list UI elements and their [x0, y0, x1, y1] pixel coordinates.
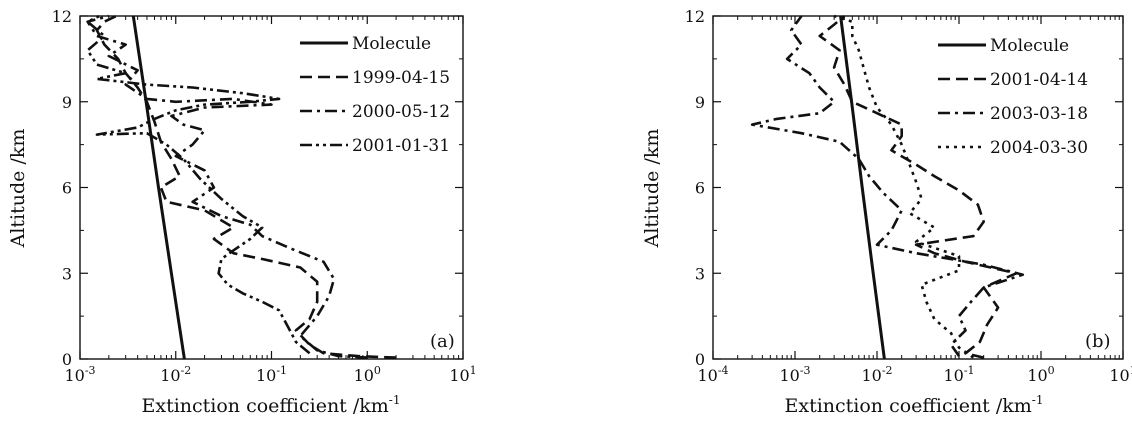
x-tick-label: 10-3: [64, 364, 95, 385]
y-tick-label: 0: [62, 350, 72, 369]
series-line-2001-04-14: [818, 15, 1018, 359]
x-tick-label: 100: [354, 364, 381, 385]
x-axis-ticks-b: 10-4 10-3 10-2 10-1 100 101: [697, 16, 1132, 385]
x-axis-label-b: Extinction coefficient /km-1: [784, 393, 1043, 417]
legend-b: Molecule 2001-04-14 2003-03-18 2004-03-30: [938, 36, 1088, 158]
legend-label: 2004-03-30: [990, 138, 1088, 158]
y-tick-label: 3: [695, 264, 705, 283]
series-line-2001-01-31: [86, 14, 311, 355]
series-line-2000-05-12: [86, 14, 368, 359]
legend-a: Molecule 1999-04-15 2000-05-12 2001-01-31: [300, 34, 450, 156]
legend-label: 2003-03-18: [990, 104, 1088, 124]
y-tick-label: 12: [52, 7, 72, 26]
legend-label: 2001-04-14: [990, 70, 1088, 90]
y-axis-ticks-b: 0 3 6 9 12: [685, 7, 1123, 369]
y-axis-label-a: Altitude /km: [7, 129, 29, 249]
series-line-molecule: [131, 15, 186, 360]
x-axis-ticks-a: 10-3 10-2 10-1 100 101: [64, 16, 477, 385]
series-line-molecule: [839, 15, 886, 360]
legend-label: 1999-04-15: [352, 68, 450, 88]
panel-label-a: (a): [430, 331, 455, 352]
y-tick-label: 6: [695, 179, 705, 198]
y-tick-label: 9: [62, 93, 72, 112]
series-group-b: [750, 14, 1025, 360]
x-tick-label: 10-2: [160, 364, 191, 385]
y-axis-ticks-a: 0 3 6 9 12: [52, 7, 463, 369]
panel-label-b: (b): [1085, 331, 1111, 352]
x-tick-label: 10-2: [861, 364, 892, 385]
x-tick-label: 10-1: [943, 364, 974, 385]
legend-label: Molecule: [990, 36, 1069, 56]
chart-panel-a: 10-3 10-2 10-1 100 101 0 3 6 9 12 Molecule 1999-0…: [7, 7, 477, 417]
y-tick-label: 0: [695, 350, 705, 369]
series-group-a: [86, 14, 397, 360]
y-tick-label: 6: [62, 179, 72, 198]
legend-label: Molecule: [352, 34, 431, 54]
x-tick-label: 10-1: [256, 364, 287, 385]
chart-panel-b: 10-4 10-3 10-2 10-1 100 101 0 3 6 9 12 Molecule 20…: [641, 7, 1132, 417]
y-axis-label-b: Altitude /km: [641, 129, 663, 249]
y-tick-label: 9: [695, 93, 705, 112]
x-tick-label: 101: [1109, 364, 1132, 385]
legend-label: 2000-05-12: [352, 102, 450, 122]
y-tick-label: 12: [685, 7, 705, 26]
x-tick-label: 101: [449, 364, 476, 385]
x-tick-label: 100: [1027, 364, 1054, 385]
legend-label: 2001-01-31: [352, 136, 450, 156]
x-tick-label: 10-3: [779, 364, 810, 385]
x-axis-label-a: Extinction coefficient /km-1: [141, 393, 400, 417]
x-tick-label: 10-4: [697, 364, 728, 385]
series-line-2003-03-18: [750, 15, 1025, 357]
series-line-1999-04-15: [95, 14, 397, 359]
y-tick-label: 3: [62, 264, 72, 283]
